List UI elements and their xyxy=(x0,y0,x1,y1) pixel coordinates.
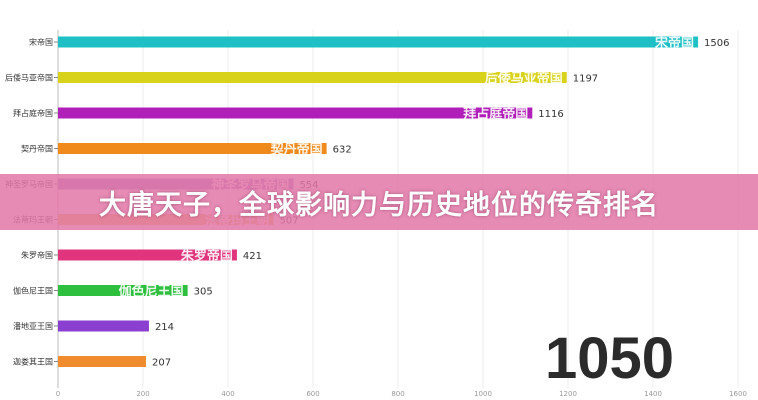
bar xyxy=(58,107,533,119)
value-label: 1506 xyxy=(704,38,729,49)
banner-title: 大唐天子，全球影响力与历史地位的传奇排名 xyxy=(99,189,659,221)
bar-inner-label: 宋帝国 xyxy=(654,35,694,51)
bar xyxy=(58,356,146,367)
x-axis-ticks: 0 200 400 600 800 1000 1200 1400 1600 xyxy=(56,390,747,398)
bar-inner-label: 后倭马亚帝国 xyxy=(485,71,563,87)
category-label: 潘地亚王国 xyxy=(13,321,53,331)
bar-inner-label: 契丹帝国 xyxy=(270,142,323,158)
value-label: 421 xyxy=(243,251,262,262)
category-label: 契丹帝国 xyxy=(21,144,53,154)
category-label: 宋帝国 xyxy=(29,37,53,47)
x-tick-label: 1000 xyxy=(474,390,492,398)
x-tick-label: 200 xyxy=(136,390,149,398)
x-tick-label: 0 xyxy=(56,390,60,398)
value-label: 207 xyxy=(152,358,171,369)
category-label: 迦娄其王国 xyxy=(13,357,53,367)
bar xyxy=(58,36,699,48)
x-tick-label: 1200 xyxy=(559,390,577,398)
bar-inner-label: 拜占庭帝国 xyxy=(463,106,528,122)
bar-inner-label: 伽色尼王国 xyxy=(119,284,184,300)
bar xyxy=(58,72,567,83)
x-tick-label: 1600 xyxy=(729,390,747,398)
title-banner: 大唐天子，全球影响力与历史地位的传奇排名 xyxy=(0,174,758,230)
year-counter: 1050 xyxy=(544,326,674,391)
category-label: 朱罗帝国 xyxy=(21,250,53,260)
x-tick-label: 1400 xyxy=(644,390,662,398)
x-tick-label: 400 xyxy=(221,390,234,398)
value-label: 632 xyxy=(333,145,352,156)
bar xyxy=(58,143,327,154)
bar xyxy=(58,320,149,332)
bar-inner-label: 朱罗帝国 xyxy=(180,248,233,264)
value-label: 1197 xyxy=(573,74,598,85)
x-tick-label: 800 xyxy=(391,390,404,398)
value-label: 1116 xyxy=(538,109,563,120)
bar xyxy=(58,285,188,296)
category-label: 后倭马亚帝国 xyxy=(5,73,53,83)
x-tick-label: 600 xyxy=(306,390,319,398)
category-label: 拜占庭帝国 xyxy=(13,108,53,118)
category-label: 伽色尼王国 xyxy=(13,286,53,296)
bar xyxy=(58,249,237,261)
value-label: 214 xyxy=(155,322,174,333)
value-label: 305 xyxy=(194,287,213,298)
